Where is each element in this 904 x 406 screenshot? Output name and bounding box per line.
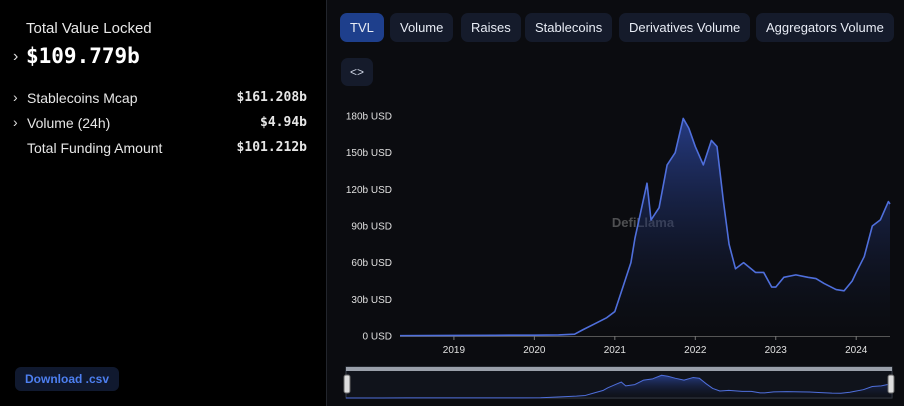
tab[interactable]: Raises	[461, 13, 521, 42]
stat-label: Total Funding Amount	[27, 140, 163, 156]
x-tick-label: 2019	[443, 345, 466, 356]
tab[interactable]: TVL	[340, 13, 384, 42]
stat-row: Total Funding Amount $101.212b	[27, 140, 307, 156]
stat-label: Stablecoins Mcap	[27, 90, 138, 106]
embed-button[interactable]: <>	[341, 58, 373, 86]
y-tick-label: 90b USD	[351, 222, 392, 233]
stat-row[interactable]: Stablecoins Mcap $161.208b	[27, 90, 307, 106]
x-tick-label: 2020	[523, 345, 546, 356]
tab[interactable]: Stablecoins	[525, 13, 613, 42]
x-tick-label: 2024	[845, 345, 868, 356]
overview-line	[345, 374, 893, 399]
series-area	[400, 118, 890, 336]
tab[interactable]: Volume	[390, 13, 454, 42]
stat-value: $101.212b	[236, 140, 307, 155]
series-line	[399, 117, 891, 337]
chevron[interactable]: ›	[13, 114, 18, 130]
y-tick-label: 60b USD	[351, 258, 392, 269]
x-tick-label: 2023	[765, 345, 788, 356]
y-tick-label: 150b USD	[346, 148, 392, 159]
stat-row[interactable]: Volume (24h) $4.94b	[27, 115, 307, 131]
y-tick-label: 30b USD	[351, 295, 392, 306]
x-tick-label: 2022	[684, 345, 707, 356]
tvl-value: $109.779b	[26, 44, 140, 68]
stat-value: $4.94b	[260, 115, 307, 130]
download-button[interactable]: Download .csv	[15, 367, 120, 391]
brush-handle[interactable]	[343, 374, 351, 394]
tab[interactable]: Aggregators Volume	[756, 13, 894, 42]
x-tick-label: 2021	[604, 345, 627, 356]
y-tick-label: 180b USD	[346, 112, 392, 123]
tab[interactable]: Derivatives Volume	[619, 13, 751, 42]
chevron[interactable]: ›	[13, 89, 18, 105]
y-tick-label: 120b USD	[346, 185, 392, 196]
brush-handle[interactable]	[887, 374, 895, 394]
y-tick-label: 0 USD	[363, 332, 392, 343]
stat-label: Volume (24h)	[27, 115, 111, 131]
stat-value: $161.208b	[236, 90, 307, 105]
summary-panel: Total Value Locked › $109.779b › Stablec…	[0, 0, 326, 406]
brush-bar	[346, 367, 892, 371]
tvl-label: Total Value Locked	[26, 20, 152, 37]
chevron[interactable]: ›	[13, 48, 19, 65]
